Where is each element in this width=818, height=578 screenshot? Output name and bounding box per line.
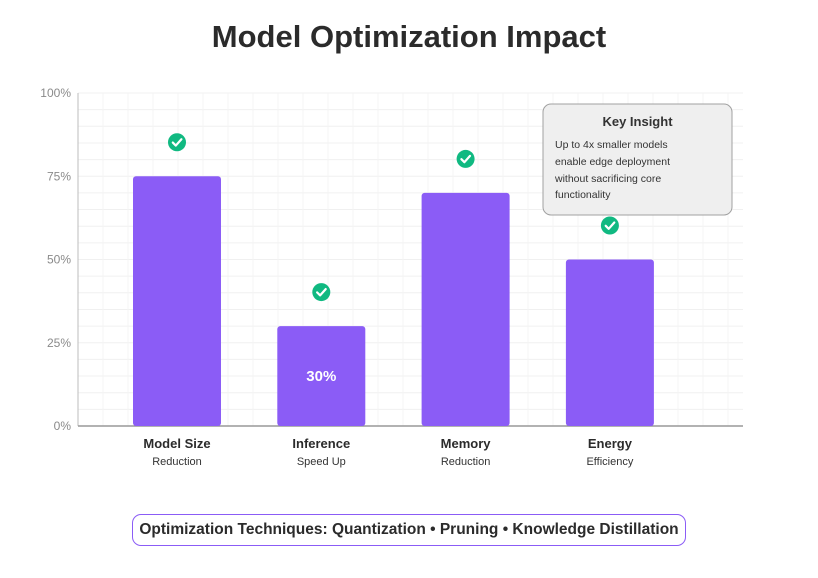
annotation-box	[542, 103, 733, 216]
key-insight-annotation: Key Insight Up to 4x smaller models enab…	[542, 103, 733, 216]
annotation-line: functionality	[555, 189, 611, 201]
bar	[421, 192, 510, 426]
y-tick-label: 25%	[47, 336, 71, 350]
techniques-footer: Optimization Techniques: Quantization • …	[132, 514, 686, 546]
y-tick-label: 100%	[40, 86, 71, 100]
y-tick-label: 50%	[47, 253, 71, 267]
x-category-label: Inference	[292, 436, 350, 451]
y-tick-label: 0%	[54, 419, 72, 433]
check-circle-icon	[600, 216, 619, 235]
bar	[133, 176, 221, 426]
x-category-sublabel: Reduction	[441, 456, 491, 468]
annotation-line: Up to 4x smaller models	[555, 139, 668, 151]
chart-title: Model Optimization Impact	[212, 19, 606, 54]
x-category-sublabel: Speed Up	[297, 456, 346, 468]
x-category-sublabel: Reduction	[152, 456, 202, 468]
x-category-label: Memory	[441, 436, 492, 451]
techniques-text: Optimization Techniques: Quantization • …	[139, 521, 679, 538]
y-tick-label: 75%	[47, 169, 71, 183]
bar-data-label: 30%	[306, 368, 336, 385]
x-axis-labels: Model Size Reduction Inference Speed Up Memo…	[143, 436, 633, 468]
check-circle-icon	[312, 283, 331, 302]
check-circle-icon	[168, 133, 186, 152]
bar	[277, 326, 366, 426]
annotation-title: Key Insight	[602, 114, 673, 129]
y-axis-ticks: 0% 25% 50% 75% 100%	[40, 86, 71, 433]
annotation-line: without sacrificing core	[554, 173, 661, 185]
bars: 30%	[133, 133, 654, 426]
x-category-label: Energy	[588, 436, 633, 451]
check-circle-icon	[456, 149, 475, 168]
x-category-label: Model Size	[143, 436, 210, 451]
annotation-line: enable edge deployment	[555, 156, 670, 168]
bar	[565, 259, 654, 426]
x-category-sublabel: Efficiency	[586, 456, 633, 468]
